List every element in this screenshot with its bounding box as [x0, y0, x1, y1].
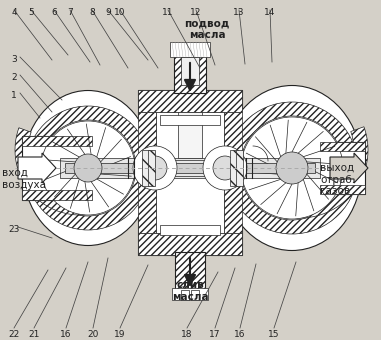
Bar: [178, 112, 202, 158]
Text: 5: 5: [28, 8, 34, 17]
Bar: [175, 252, 205, 290]
Bar: [65, 163, 315, 173]
Text: слив
масла: слив масла: [172, 280, 208, 302]
Circle shape: [241, 117, 343, 219]
Bar: [22, 136, 92, 146]
Text: 20: 20: [87, 330, 99, 339]
Text: подвод
масла: подвод масла: [184, 18, 230, 39]
Circle shape: [213, 156, 237, 180]
Bar: [181, 290, 189, 300]
Text: выход
отраб.
газов: выход отраб. газов: [320, 163, 355, 196]
Wedge shape: [226, 102, 358, 234]
Bar: [170, 42, 210, 57]
Text: 18: 18: [181, 330, 193, 339]
Text: 6: 6: [51, 8, 57, 17]
Bar: [224, 112, 242, 233]
Bar: [172, 288, 208, 300]
Ellipse shape: [23, 90, 153, 245]
Circle shape: [41, 121, 135, 215]
Bar: [22, 190, 92, 200]
FancyArrow shape: [18, 153, 56, 183]
Text: 13: 13: [233, 8, 245, 17]
Text: 8: 8: [89, 8, 95, 17]
Text: 12: 12: [190, 8, 202, 17]
Bar: [148, 150, 155, 186]
FancyArrow shape: [330, 153, 368, 183]
Bar: [191, 290, 199, 300]
Bar: [181, 57, 199, 85]
Text: 9: 9: [105, 8, 111, 17]
Bar: [160, 115, 220, 125]
Circle shape: [133, 146, 177, 190]
Bar: [138, 112, 156, 233]
Text: вход
воздуха: вход воздуха: [2, 168, 46, 190]
Text: 4: 4: [11, 8, 17, 17]
Text: 11: 11: [162, 8, 174, 17]
Circle shape: [203, 146, 247, 190]
Text: 16: 16: [60, 330, 72, 339]
Circle shape: [276, 152, 308, 184]
Text: 14: 14: [264, 8, 276, 17]
Wedge shape: [15, 128, 112, 215]
Bar: [22, 136, 92, 200]
Circle shape: [74, 154, 102, 182]
Text: 1: 1: [11, 91, 17, 100]
Bar: [60, 158, 320, 178]
Bar: [320, 142, 365, 194]
Bar: [160, 225, 220, 235]
Bar: [236, 150, 243, 186]
Wedge shape: [26, 106, 150, 230]
Bar: [320, 185, 365, 194]
Bar: [230, 150, 237, 186]
Wedge shape: [266, 127, 368, 218]
Text: 22: 22: [8, 330, 20, 339]
Text: 7: 7: [67, 8, 73, 17]
Bar: [174, 55, 206, 93]
Text: 3: 3: [11, 55, 17, 64]
Bar: [138, 90, 242, 255]
Bar: [138, 90, 242, 112]
Text: 15: 15: [268, 330, 280, 339]
Bar: [142, 150, 149, 186]
Text: 10: 10: [114, 8, 126, 17]
Ellipse shape: [222, 85, 362, 251]
Bar: [156, 112, 224, 233]
Text: 23: 23: [8, 225, 20, 234]
Circle shape: [143, 156, 167, 180]
Text: 21: 21: [28, 330, 40, 339]
Text: 2: 2: [11, 73, 17, 82]
Text: 17: 17: [209, 330, 221, 339]
Bar: [320, 142, 365, 151]
Bar: [138, 233, 242, 255]
Text: 19: 19: [114, 330, 126, 339]
Text: 16: 16: [234, 330, 246, 339]
